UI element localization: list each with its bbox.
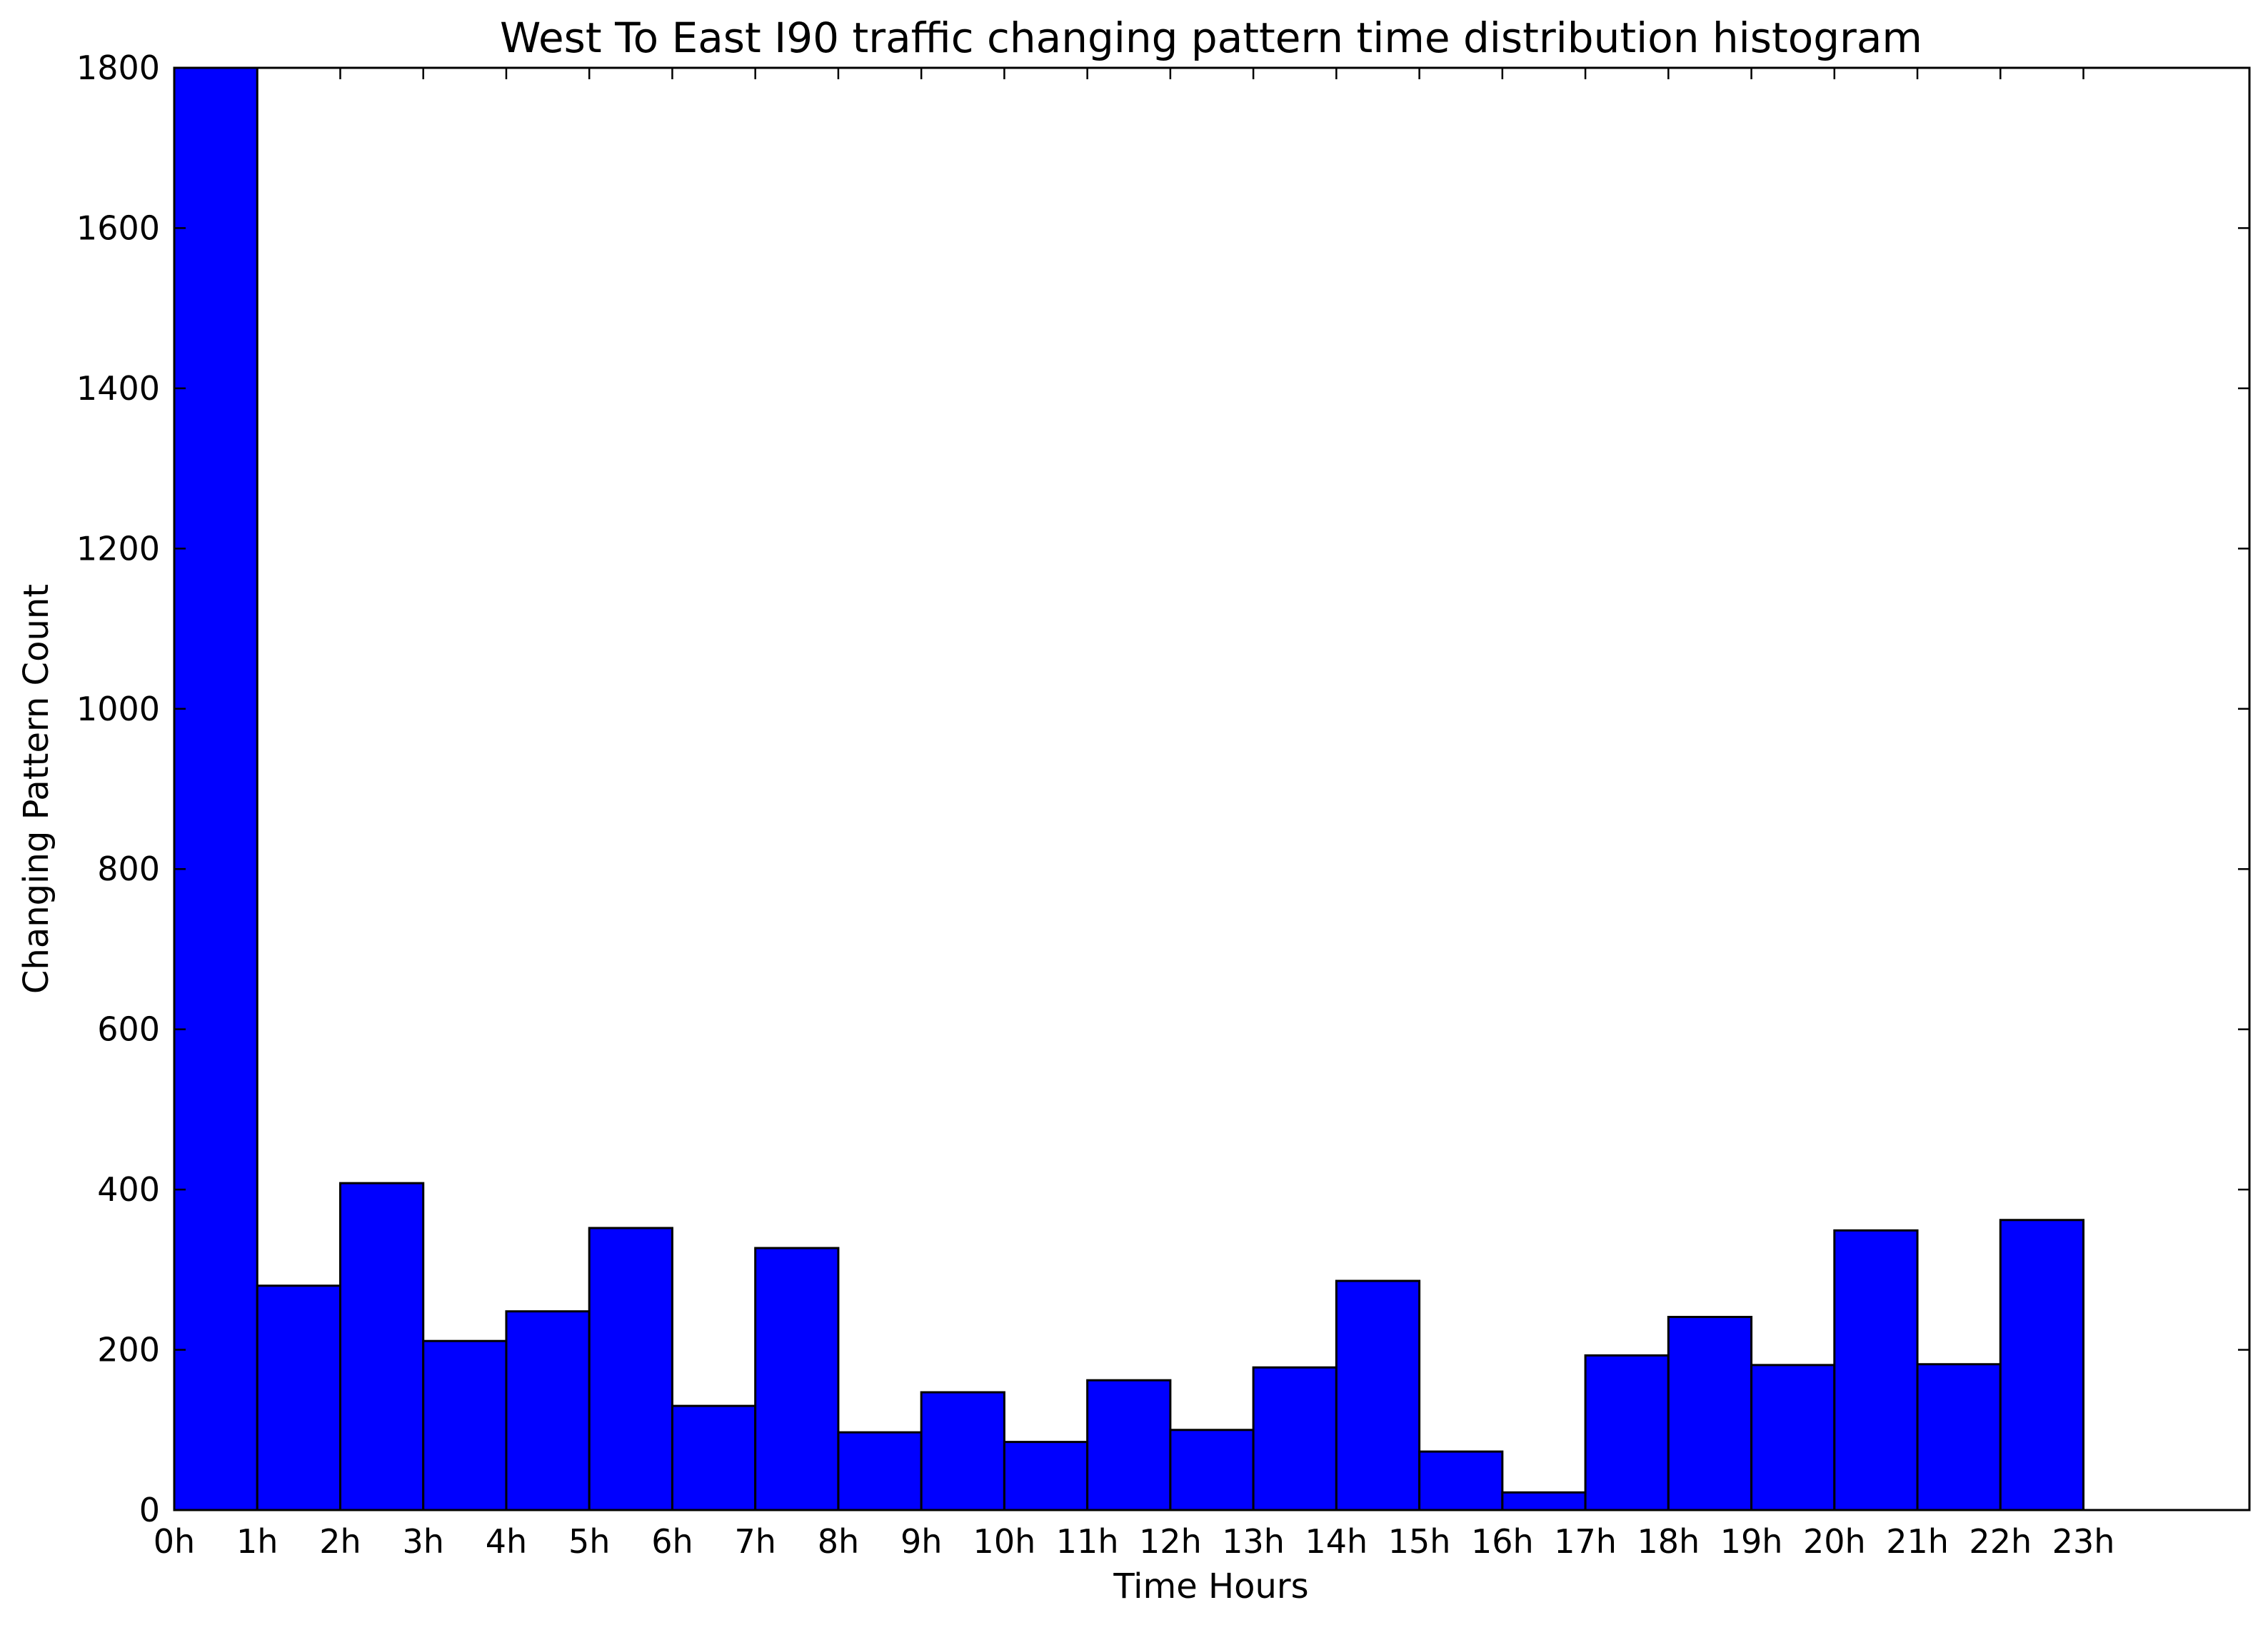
bar-6h — [671, 1404, 757, 1511]
x-tick-label: 11h — [1056, 1522, 1119, 1561]
x-tick-label: 23h — [2052, 1522, 2115, 1561]
y-tick-label: 1200 — [76, 529, 160, 568]
x-tick-label: 13h — [1222, 1522, 1285, 1561]
x-axis-label: Time Hours — [1113, 1566, 1308, 1606]
y-tick-label: 1000 — [76, 690, 160, 728]
x-tick-label: 15h — [1388, 1522, 1451, 1561]
x-tick-label: 2h — [319, 1522, 361, 1561]
bar-12h — [1169, 1429, 1255, 1511]
bar-17h — [1584, 1354, 1670, 1511]
x-tick-label: 18h — [1637, 1522, 1700, 1561]
x-tick-label: 12h — [1139, 1522, 1202, 1561]
bar-19h — [1750, 1364, 1836, 1511]
y-axis-ticks: 0 200 400 600 800 1000 1200 1400 1600 1800 — [76, 49, 2249, 1529]
y-tick-label: 1400 — [76, 369, 160, 408]
x-tick-label: 14h — [1305, 1522, 1368, 1561]
x-tick-label: 4h — [486, 1522, 527, 1561]
y-tick-label: 0 — [139, 1491, 160, 1529]
x-tick-label: 17h — [1554, 1522, 1617, 1561]
x-tick-label: 8h — [818, 1522, 859, 1561]
y-tick-label: 600 — [97, 1010, 160, 1049]
bar-5h — [588, 1227, 673, 1511]
bar-21h — [1916, 1363, 2002, 1511]
bar-2h — [338, 1182, 425, 1511]
x-tick-label: 22h — [1969, 1522, 2032, 1561]
bar-16h — [1501, 1491, 1587, 1511]
chart-title: West To East I90 traffic changing patter… — [500, 14, 1922, 62]
x-tick-label: 19h — [1720, 1522, 1783, 1561]
x-tick-label: 21h — [1886, 1522, 1949, 1561]
y-tick-label: 200 — [97, 1331, 160, 1369]
bar-14h — [1335, 1279, 1421, 1511]
x-tick-label: 6h — [651, 1522, 693, 1561]
y-tick-label: 1800 — [76, 49, 160, 87]
plot-frame — [173, 66, 2251, 1511]
y-axis-label: Changing Pattern Count — [16, 584, 56, 994]
x-tick-label: 0h — [154, 1522, 195, 1561]
bar-3h — [422, 1339, 508, 1511]
bar-1h — [256, 1284, 341, 1511]
x-tick-label: 1h — [236, 1522, 278, 1561]
x-tick-label: 20h — [1803, 1522, 1866, 1561]
bar-15h — [1418, 1450, 1504, 1511]
y-tick-label: 800 — [97, 850, 160, 888]
bar-10h — [1003, 1441, 1089, 1511]
x-axis-ticks: 0h 1h 2h 3h 4h 5h 6h 7h 8h 9h 10h 11h 12h 13h 14h 15h 16… — [154, 68, 2115, 1561]
bar-22h — [1999, 1219, 2085, 1511]
x-tick-label: 7h — [734, 1522, 776, 1561]
bar-4h — [505, 1310, 591, 1511]
bar-13h — [1252, 1366, 1338, 1511]
y-tick-label: 400 — [97, 1170, 160, 1209]
x-tick-label: 5h — [568, 1522, 610, 1561]
bar-8h — [837, 1431, 923, 1511]
y-tick-label: 1600 — [76, 208, 160, 247]
x-tick-label: 16h — [1471, 1522, 1534, 1561]
bar-18h — [1667, 1316, 1753, 1511]
bar-11h — [1086, 1379, 1172, 1511]
x-tick-label: 3h — [403, 1522, 444, 1561]
bar-20h — [1833, 1229, 1919, 1511]
bar-9h — [920, 1391, 1005, 1511]
bar-0h — [173, 66, 259, 1511]
x-tick-label: 9h — [900, 1522, 942, 1561]
bar-7h — [754, 1247, 840, 1511]
bars-group — [173, 66, 2085, 1511]
x-tick-label: 10h — [973, 1522, 1036, 1561]
